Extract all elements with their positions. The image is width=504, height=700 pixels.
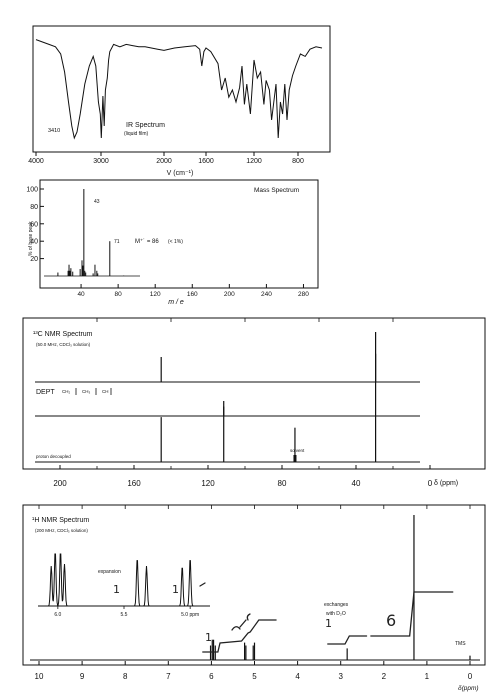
- ir-frame: [32, 25, 331, 153]
- c13-solvent-peak: [293, 455, 297, 462]
- ms-y-tick-label: 60: [30, 221, 38, 228]
- integral-label-1-main-b: 1: [325, 617, 332, 630]
- ms-y-tick-label: 100: [26, 187, 38, 194]
- ms-y-ticks: 20 40 60 80 100: [26, 187, 44, 263]
- ms-x-tick-label: 80: [115, 291, 123, 298]
- handwritten-mark-1: [231, 613, 251, 631]
- c13-frame: [22, 317, 486, 470]
- h1-nmr-panel: ¹H NMR Spectrum (200 MHz, CDCl₃ solution…: [22, 504, 486, 692]
- ms-x-tick-label: 200: [224, 291, 235, 298]
- c13-tick-label: 160: [127, 479, 141, 488]
- ms-y-tick-label: 40: [30, 239, 38, 246]
- ms-x-tick-label: 40: [77, 291, 85, 298]
- c13-tick-label: 200: [53, 479, 67, 488]
- ir-subtitle: (liquid film): [124, 131, 149, 137]
- h1-title: ¹H NMR Spectrum: [32, 517, 89, 524]
- handwritten-mark-2: [199, 582, 206, 587]
- ir-title: IR Spectrum: [126, 122, 165, 129]
- ir-tick-label: 800: [292, 158, 304, 165]
- integral-label-6: 6: [386, 611, 396, 630]
- inset-trace: [38, 553, 210, 607]
- ir-tick-label: 4000: [28, 158, 44, 165]
- ir-trace-line: [35, 39, 323, 140]
- c13-tick-label: 40: [352, 479, 361, 488]
- inset-tick-label: 5.5: [121, 612, 128, 618]
- ms-molecular-ion-label: M⁺˙ = 86: [135, 238, 159, 245]
- ms-title: Mass Spectrum: [254, 187, 299, 194]
- dept-ch2-label: CH₂: [62, 389, 70, 394]
- h1-tick-label: 4: [295, 672, 300, 681]
- ir-tick-label: 2000: [156, 158, 172, 165]
- ms-frame: [39, 179, 319, 289]
- c13-nmr-panel: ¹³C NMR Spectrum (50.0 MHz, CDCl₃ soluti…: [22, 317, 486, 488]
- h1-tick-label: 8: [123, 672, 128, 681]
- ms-y-tick-label: 80: [30, 204, 38, 211]
- ms-peak-43-label: 43: [94, 199, 100, 205]
- exchanges-label: exchanges: [324, 602, 349, 608]
- ir-x-label: V (cm⁻¹): [167, 170, 194, 177]
- c13-tick-label: 120: [201, 479, 215, 488]
- inset-tick-label: 5.0 ppm: [181, 612, 199, 618]
- c13-peaks: [160, 332, 377, 462]
- ms-x-label: m / e: [168, 299, 184, 306]
- h1-integral-trace: [202, 591, 454, 653]
- c13-tick-label: 0: [428, 479, 433, 488]
- integral-label-1-main-a: 1: [205, 631, 212, 644]
- c13-x-ticks: 200 160 120 80 40 0: [53, 318, 433, 488]
- inset-x-ticks: 6.0 5.5 5.0 ppm: [54, 606, 199, 618]
- ir-tick-label: 3000: [93, 158, 109, 165]
- h1-frame: [22, 504, 486, 666]
- ir-x-ticks: 4000 3000 2000 1600 1200 800: [28, 152, 304, 165]
- c13-title: ¹³C NMR Spectrum: [33, 331, 93, 338]
- integral-label-1-inset-b: 1: [172, 583, 179, 596]
- c13-subtitle: (50.0 MHz, CDCl₃ solution): [36, 342, 91, 347]
- h1-x-label: δ(ppm): [458, 685, 479, 692]
- with-d2o-label: with D₂O: [326, 611, 346, 617]
- ms-peak-71-label: 71: [114, 239, 120, 245]
- h1-tick-label: 10: [35, 672, 44, 681]
- ms-x-tick-label: 240: [261, 291, 272, 298]
- h1-subtitle: (200 MHz, CDCl₃ solution): [35, 528, 88, 533]
- h1-tick-label: 0: [468, 672, 473, 681]
- ir-tick-label: 1200: [246, 158, 262, 165]
- mass-spectrum-panel: Mass Spectrum % of base peak 20 40 60 80 100…: [26, 179, 319, 306]
- h1-peaks: [209, 515, 471, 660]
- ir-tick-label: 1600: [198, 158, 214, 165]
- h1-tick-label: 2: [382, 672, 387, 681]
- ms-y-tick-label: 20: [30, 256, 38, 263]
- inset-tick-label: 6.0: [54, 612, 61, 618]
- c13-tick-label: 80: [278, 479, 287, 488]
- ms-x-tick-label: 280: [298, 291, 309, 298]
- ms-x-tick-label: 160: [187, 291, 198, 298]
- dept-label: DEPT: [36, 389, 55, 396]
- ms-x-ticks: 40 80 120 160 200 240 280: [77, 284, 309, 298]
- integral-label-1-inset-a: 1: [113, 583, 120, 596]
- tms-label: TMS: [455, 641, 466, 647]
- inset-expansion-label: expansion: [98, 569, 121, 575]
- h1-tick-label: 1: [425, 672, 430, 681]
- h1-tick-label: 9: [80, 672, 85, 681]
- proton-decoupled-label: proton decoupled: [36, 454, 71, 459]
- ms-bars: [44, 189, 140, 277]
- ir-peak-label: 3410: [48, 128, 60, 134]
- h1-tick-label: 7: [166, 672, 171, 681]
- h1-expansion-inset: expansion 6.0 5.5 5.0 ppm: [38, 553, 210, 618]
- ir-spectrum-panel: IR Spectrum (liquid film) 3410 4000 3000 2…: [28, 25, 331, 177]
- dept-ch-label: CH: [102, 389, 109, 394]
- h1-tick-label: 5: [252, 672, 257, 681]
- dept-ch3-label: CH₃: [82, 389, 90, 394]
- solvent-label: solvent: [290, 448, 305, 453]
- h1-x-ticks: 10 9 8 7 6 5 4 3 2 1 0: [35, 505, 473, 681]
- ms-y-label: % of base peak: [28, 221, 34, 256]
- c13-x-label: δ (ppm): [434, 480, 458, 487]
- ms-x-tick-label: 120: [150, 291, 161, 298]
- h1-tick-label: 3: [338, 672, 343, 681]
- h1-tick-label: 6: [209, 672, 214, 681]
- ms-molecular-ion-note: (< 1%): [168, 239, 183, 245]
